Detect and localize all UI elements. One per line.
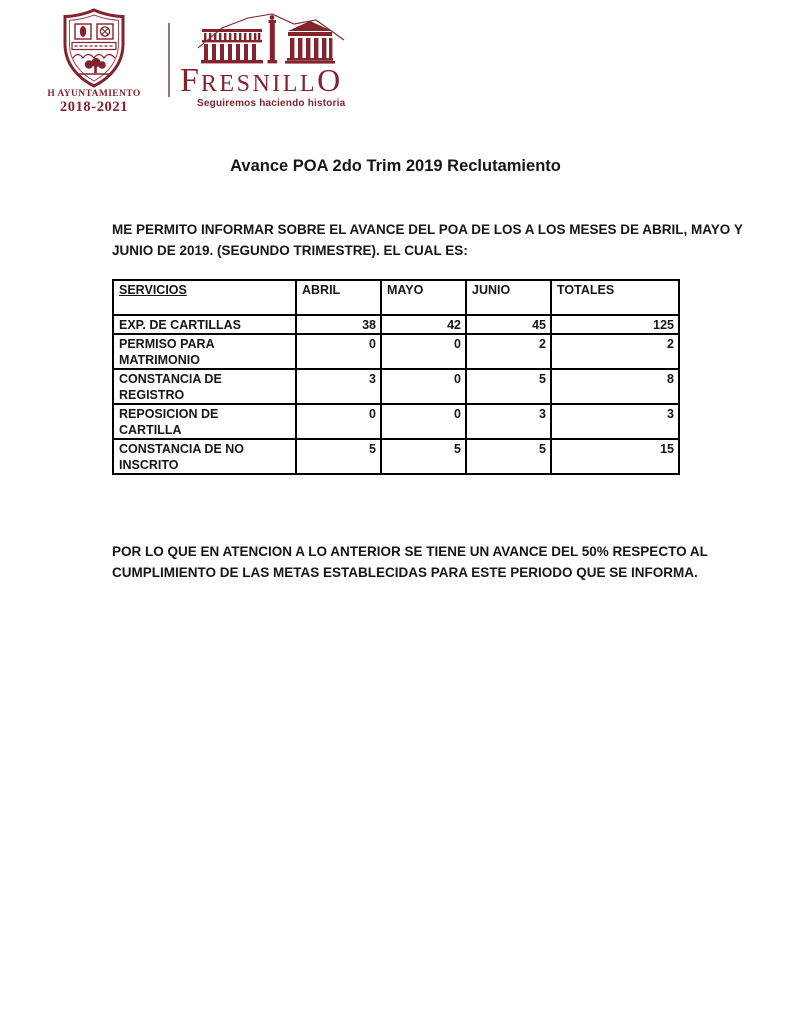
junio-value-cell: 2 <box>465 333 552 370</box>
wordmark-final: O <box>317 62 343 98</box>
abril-value-cell: 0 <box>295 403 382 440</box>
ayuntamiento-crest-logo: H AYUNTAMIENTO 2018-2021 <box>46 8 142 116</box>
table-header-servicios: SERVICIOS <box>112 279 297 316</box>
junio-value-cell: 5 <box>465 368 552 405</box>
logo-divider <box>168 23 170 97</box>
services-table: SERVICIOS ABRIL MAYO JUNIO TOTALES EXP. … <box>112 279 680 475</box>
mayo-value-cell: 5 <box>380 438 467 475</box>
service-name-cell: PERMISO PARA MATRIMONIO <box>112 333 297 370</box>
crest-years: 2018-2021 <box>59 99 129 115</box>
junio-value-cell: 3 <box>465 403 552 440</box>
mayo-value-cell: 0 <box>380 333 467 370</box>
abril-value-cell: 3 <box>295 368 382 405</box>
table-row: PERMISO PARA MATRIMONIO 0 0 2 2 <box>112 333 680 370</box>
service-name-cell: CONSTANCIA DE NO INSCRITO <box>112 438 297 475</box>
fresnillo-logo: F RESNILL O Seguiremos haciendo historia <box>180 12 370 109</box>
fresnillo-wordmark: F RESNILL O <box>180 64 370 98</box>
fresnillo-tagline: Seguiremos haciendo historia <box>197 98 346 109</box>
service-name-cell: EXP. DE CARTILLAS <box>112 314 297 335</box>
mayo-value-cell: 0 <box>380 403 467 440</box>
table-row: CONSTANCIA DE NO INSCRITO 5 5 5 15 <box>112 438 680 475</box>
crest-caption: H AYUNTAMIENTO <box>47 89 141 99</box>
abril-value-cell: 38 <box>295 314 382 335</box>
mayo-value-cell: 0 <box>380 368 467 405</box>
intro-paragraph: ME PERMITO INFORMAR SOBRE EL AVANCE DEL … <box>112 222 743 258</box>
service-name-cell: CONSTANCIA DE REGISTRO <box>112 368 297 405</box>
totales-value-cell: 3 <box>550 403 680 440</box>
totales-value-cell: 125 <box>550 314 680 335</box>
junio-value-cell: 5 <box>465 438 552 475</box>
abril-value-cell: 0 <box>295 333 382 370</box>
table-row: CONSTANCIA DE REGISTRO 3 0 5 8 <box>112 368 680 405</box>
table-header-row: SERVICIOS ABRIL MAYO JUNIO TOTALES <box>112 279 680 316</box>
closing-paragraph: POR LO QUE EN ATENCION A LO ANTERIOR SE … <box>112 544 708 580</box>
wordmark-middle: RESNILL <box>200 71 318 97</box>
table-header-junio: JUNIO <box>465 279 552 316</box>
totales-value-cell: 15 <box>550 438 680 475</box>
table-header-abril: ABRIL <box>295 279 382 316</box>
wordmark-initial: F <box>180 62 201 99</box>
monument-icon <box>197 13 345 64</box>
service-name-cell: REPOSICION DE CARTILLA <box>112 403 297 440</box>
table-header-mayo: MAYO <box>380 279 467 316</box>
totales-value-cell: 2 <box>550 333 680 370</box>
table-header-totales: TOTALES <box>550 279 680 316</box>
page-title: Avance POA 2do Trim 2019 Reclutamiento <box>230 157 561 175</box>
totales-value-cell: 8 <box>550 368 680 405</box>
abril-value-cell: 5 <box>295 438 382 475</box>
mayo-value-cell: 42 <box>380 314 467 335</box>
junio-value-cell: 45 <box>465 314 552 335</box>
crest-shield-icon <box>63 8 125 88</box>
table-row: EXP. DE CARTILLAS 38 42 45 125 <box>112 314 680 335</box>
table-row: REPOSICION DE CARTILLA 0 0 3 3 <box>112 403 680 440</box>
